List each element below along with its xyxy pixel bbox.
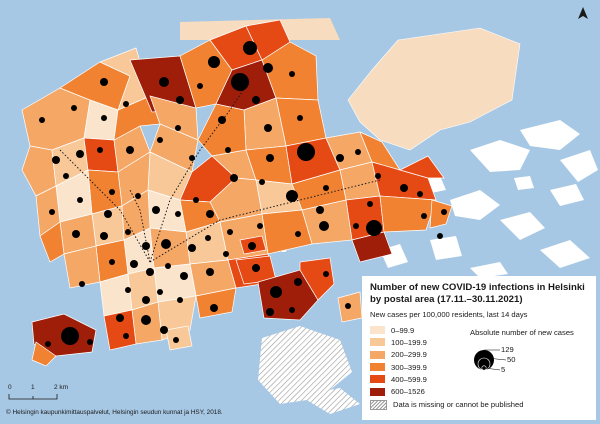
land-east (347, 27, 521, 151)
legend-missing: Data is missing or cannot be published (370, 399, 588, 410)
legend-title-line2: by postal area (17.11.–30.11.2021) (370, 293, 523, 305)
islands (380, 120, 598, 278)
legend-subtitle: New cases per 100,000 residents, last 14… (370, 310, 528, 319)
legend-swatch (370, 326, 385, 335)
scale-label: 2 km (54, 384, 69, 391)
size-legend-title: Absolute number of new cases (470, 328, 574, 337)
credit: © Helsingin kaupunkimittauspalvelut, Hel… (6, 409, 223, 416)
size-label-medium: 50 (507, 355, 516, 364)
missing-swatch (370, 399, 387, 410)
legend-class: 300–399.9 (370, 361, 588, 373)
legend-class: 400–599.9 (370, 373, 588, 385)
legend-classes: 0–99.9 100–199.9 200–299.9 300–399.9 400… (370, 324, 588, 398)
legend-title-line1: Number of new COVID-19 infections in Hel… (370, 282, 585, 293)
legend-class: 600–1526 (370, 385, 588, 397)
legend-missing-label: Data is missing or cannot be published (393, 400, 524, 410)
case-circles (39, 41, 447, 347)
legend-class-label: 200–299.9 (391, 350, 427, 360)
legend-swatch (370, 363, 385, 372)
scale-bar: 0 1 2 km (8, 384, 78, 404)
legend-swatch (370, 338, 385, 347)
size-label-small: 5 (501, 365, 506, 374)
legend-class-label: 100–199.9 (391, 337, 427, 347)
legend-class-label: 300–399.9 (391, 362, 427, 372)
legend: Number of new COVID-19 infections in Hel… (362, 276, 596, 420)
size-label-large: 129 (501, 345, 514, 354)
legend-swatch (370, 375, 385, 384)
size-legend-circles (474, 349, 507, 371)
legend-class-label: 400–599.9 (391, 374, 427, 384)
north-arrow-icon (576, 6, 590, 25)
legend-class: 200–299.9 (370, 349, 588, 361)
scale-label: 0 (8, 384, 12, 391)
legend-class-label: 600–1526 (391, 387, 425, 397)
legend-class-label: 0–99.9 (391, 325, 415, 335)
legend-swatch (370, 387, 385, 396)
legend-swatch (370, 350, 385, 359)
size-legend: Absolute number of new cases 129 50 5 (470, 328, 590, 388)
postal-areas (21, 19, 453, 367)
legend-class: 100–199.9 (370, 336, 588, 348)
legend-class: 0–99.9 (370, 324, 588, 336)
scale-label: 1 (31, 384, 35, 391)
